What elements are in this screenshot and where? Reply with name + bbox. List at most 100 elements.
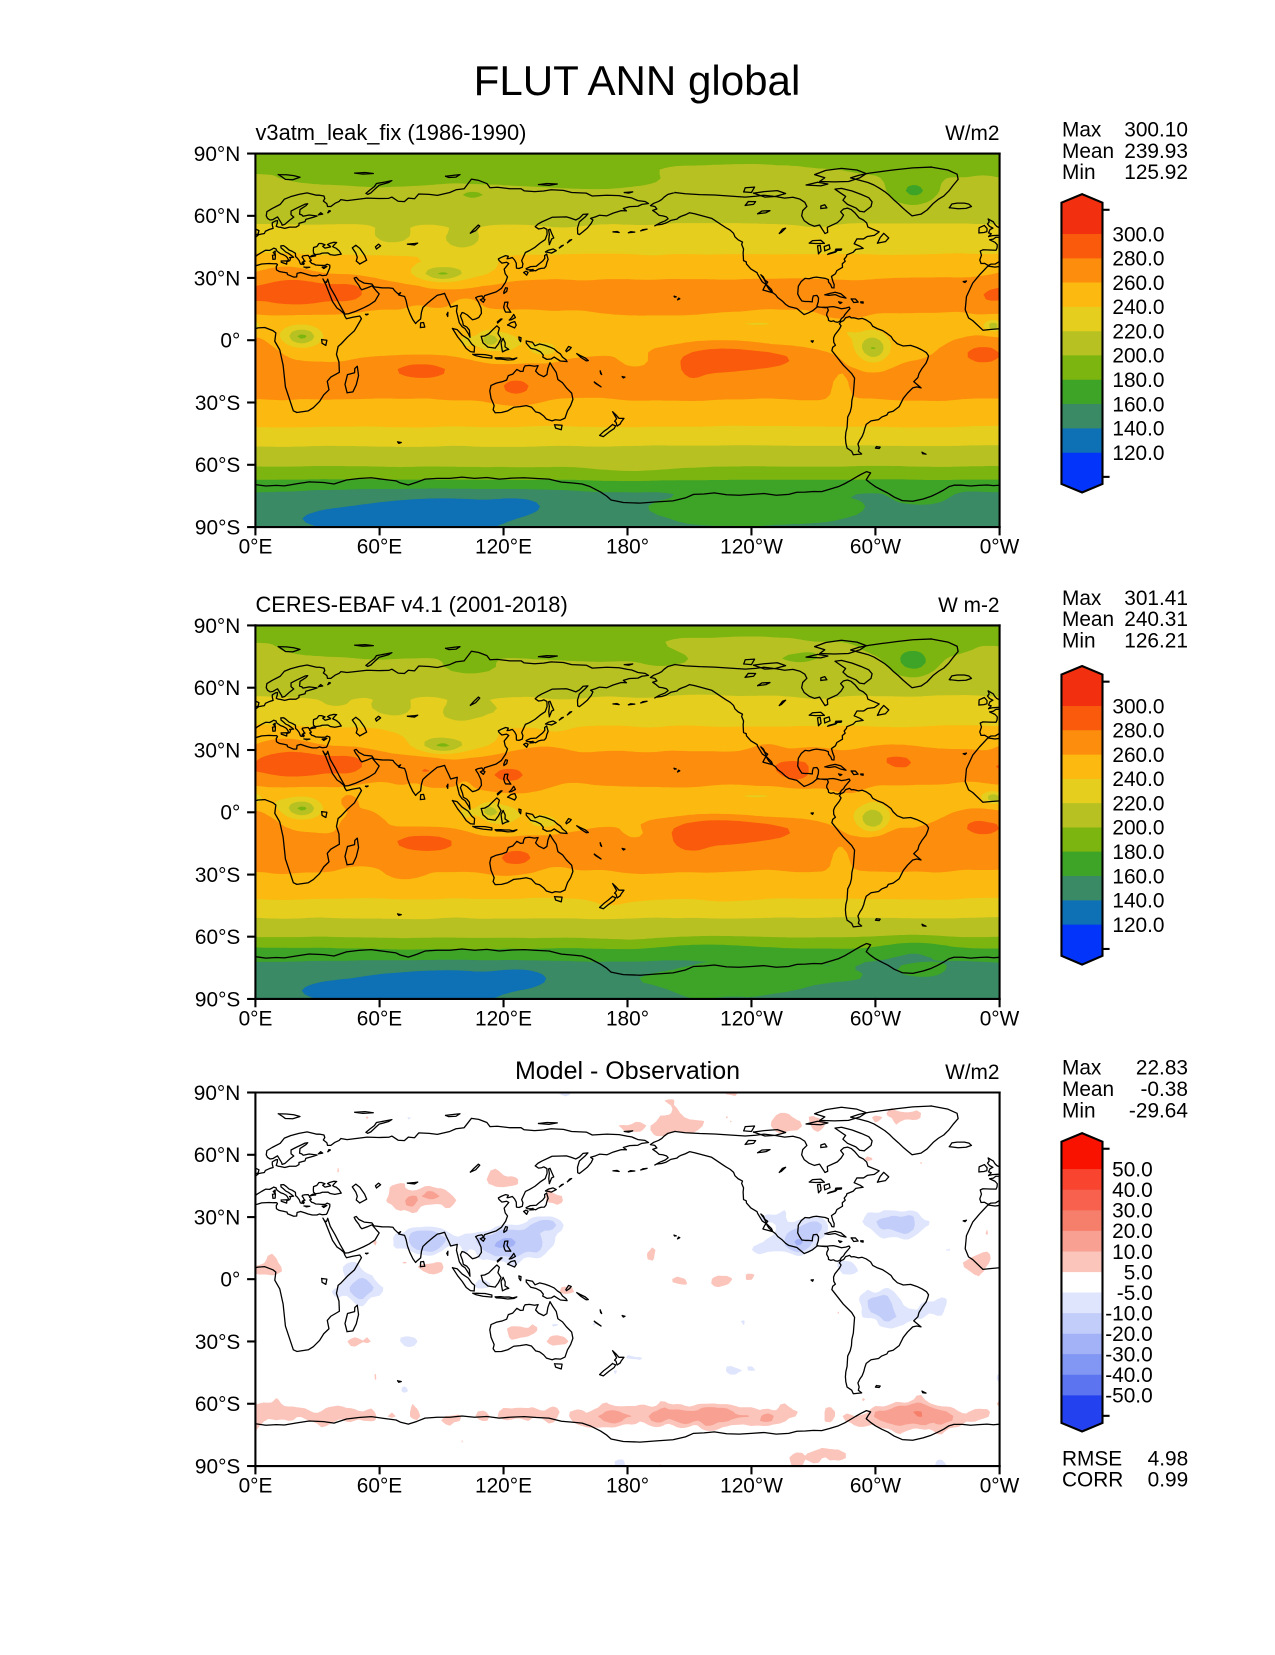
svg-text:140.0: 140.0 [1112,890,1164,913]
svg-text:-20.0: -20.0 [1105,1323,1152,1346]
svg-text:120.0: 120.0 [1112,914,1164,937]
svg-text:120°E: 120°E [475,1475,532,1498]
svg-text:300.0: 300.0 [1112,223,1164,246]
svg-text:40.0: 40.0 [1112,1179,1153,1202]
svg-text:30.0: 30.0 [1112,1200,1153,1223]
svg-text:0°E: 0°E [239,1008,273,1031]
svg-text:Model - Observation: Model - Observation [515,1057,740,1085]
svg-text:-50.0: -50.0 [1105,1385,1152,1408]
svg-text:120°W: 120°W [720,1008,783,1031]
svg-text:-10.0: -10.0 [1105,1302,1152,1325]
svg-text:30°N: 30°N [194,267,241,290]
svg-text:280.0: 280.0 [1112,720,1164,743]
svg-text:0.99: 0.99 [1148,1469,1189,1492]
svg-text:Min: Min [1062,161,1096,184]
svg-text:0°E: 0°E [239,1475,273,1498]
svg-text:180°: 180° [606,535,649,558]
svg-text:-29.64: -29.64 [1129,1099,1188,1122]
svg-text:180.0: 180.0 [1112,841,1164,864]
svg-text:30°N: 30°N [194,739,241,762]
svg-text:180.0: 180.0 [1112,369,1164,392]
svg-text:90°S: 90°S [195,1455,240,1478]
svg-text:-5.0: -5.0 [1117,1282,1153,1305]
svg-text:Max: Max [1062,1057,1102,1080]
svg-text:CERES-EBAF v4.1 (2001-2018): CERES-EBAF v4.1 (2001-2018) [256,592,568,617]
svg-text:Mean: Mean [1062,140,1114,163]
svg-text:60°W: 60°W [850,1008,901,1031]
svg-text:0°: 0° [220,802,240,825]
svg-text:60°E: 60°E [357,1008,402,1031]
svg-text:260.0: 260.0 [1112,272,1164,295]
svg-text:90°S: 90°S [195,516,240,539]
svg-text:180°: 180° [606,1008,649,1031]
svg-text:220.0: 220.0 [1112,792,1164,815]
svg-text:50.0: 50.0 [1112,1159,1153,1182]
svg-text:30°S: 30°S [195,392,240,415]
svg-text:30°N: 30°N [194,1206,241,1229]
svg-text:0°W: 0°W [980,1475,1020,1498]
svg-text:W/m2: W/m2 [945,1061,999,1084]
svg-text:90°N: 90°N [194,143,241,166]
svg-text:Mean: Mean [1062,1078,1114,1101]
svg-text:0°W: 0°W [980,1008,1020,1031]
svg-text:60°W: 60°W [850,535,901,558]
svg-text:140.0: 140.0 [1112,418,1164,441]
svg-text:240.31: 240.31 [1124,608,1188,631]
svg-text:60°S: 60°S [195,454,240,477]
svg-text:120°W: 120°W [720,535,783,558]
svg-text:10.0: 10.0 [1112,1241,1153,1264]
svg-text:280.0: 280.0 [1112,248,1164,271]
svg-text:60°E: 60°E [357,1475,402,1498]
svg-text:126.21: 126.21 [1124,629,1188,652]
svg-text:-0.38: -0.38 [1141,1078,1188,1101]
svg-text:260.0: 260.0 [1112,744,1164,767]
svg-text:W m-2: W m-2 [938,594,999,617]
svg-text:Min: Min [1062,629,1096,652]
svg-text:300.0: 300.0 [1112,695,1164,718]
svg-text:60°S: 60°S [195,1393,240,1416]
svg-text:Mean: Mean [1062,608,1114,631]
svg-text:60°W: 60°W [850,1475,901,1498]
svg-text:60°N: 60°N [194,205,241,228]
svg-text:0°E: 0°E [239,535,273,558]
svg-text:160.0: 160.0 [1112,865,1164,888]
svg-text:240.0: 240.0 [1112,296,1164,319]
svg-text:160.0: 160.0 [1112,393,1164,416]
svg-text:301.41: 301.41 [1124,587,1188,610]
svg-text:60°E: 60°E [357,535,402,558]
svg-text:4.98: 4.98 [1148,1447,1189,1470]
svg-text:30°S: 30°S [195,864,240,887]
svg-text:v3atm_leak_fix (1986-1990): v3atm_leak_fix (1986-1990) [256,120,527,145]
svg-text:RMSE: RMSE [1062,1447,1122,1470]
svg-text:200.0: 200.0 [1112,345,1164,368]
svg-text:90°N: 90°N [194,1082,241,1105]
svg-text:-30.0: -30.0 [1105,1344,1152,1367]
svg-text:22.83: 22.83 [1136,1057,1188,1080]
svg-text:125.92: 125.92 [1124,161,1188,184]
svg-text:5.0: 5.0 [1124,1261,1153,1284]
svg-text:90°N: 90°N [194,615,241,638]
svg-text:W/m2: W/m2 [945,122,999,145]
svg-text:200.0: 200.0 [1112,817,1164,840]
svg-text:60°S: 60°S [195,926,240,949]
svg-text:FLUT ANN global: FLUT ANN global [474,57,801,104]
svg-text:240.0: 240.0 [1112,768,1164,791]
svg-text:300.10: 300.10 [1124,118,1188,141]
svg-text:30°S: 30°S [195,1331,240,1354]
svg-text:239.93: 239.93 [1124,140,1188,163]
svg-text:120°E: 120°E [475,1008,532,1031]
svg-text:60°N: 60°N [194,1144,241,1167]
svg-text:CORR: CORR [1062,1469,1123,1492]
svg-text:Max: Max [1062,118,1102,141]
svg-text:0°: 0° [220,330,240,353]
svg-text:0°W: 0°W [980,535,1020,558]
svg-text:220.0: 220.0 [1112,320,1164,343]
svg-text:Max: Max [1062,587,1102,610]
svg-text:180°: 180° [606,1475,649,1498]
svg-text:-40.0: -40.0 [1105,1364,1152,1387]
svg-text:Min: Min [1062,1099,1096,1122]
svg-text:120°W: 120°W [720,1475,783,1498]
svg-text:90°S: 90°S [195,988,240,1011]
svg-text:60°N: 60°N [194,677,241,700]
svg-text:0°: 0° [220,1269,240,1292]
